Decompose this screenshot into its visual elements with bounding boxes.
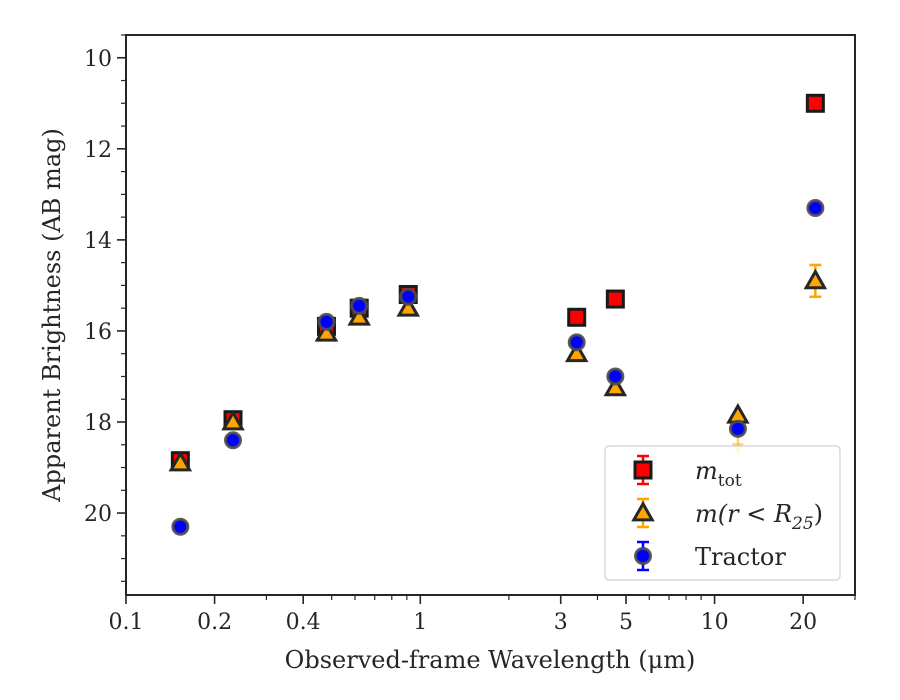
data-point-circle [350,296,369,315]
marker-circle [171,517,190,536]
legend-entry-circle: Tractor [634,540,786,572]
y-tick-label: 14 [84,229,112,254]
y-tick-label: 16 [84,320,112,345]
data-point-triangle [347,305,371,326]
data-point-triangle [314,320,339,342]
data-point-triangle [396,295,421,317]
y-axis: 10 12 14 16 18 20 [84,34,126,582]
legend-label-sub: tot [718,471,742,491]
marker-triangle [803,268,828,290]
marker-triangle [314,320,339,342]
marker-square [567,307,587,327]
marker-triangle [347,305,371,326]
marker-circle [567,333,586,352]
marker-circle [806,199,825,218]
y-tick-label: 12 [84,138,112,163]
legend-label: mtot [695,457,742,491]
data-point-circle [224,431,243,450]
data-point-circle [606,367,625,386]
series-circle [171,199,825,536]
x-axis: 0.1 0.2 0.4 1 3 5 10 20 [109,595,856,635]
marker-square [605,289,625,309]
marker-circle [350,296,369,315]
legend-label-main: Tractor [695,543,786,571]
data-point-circle [728,419,747,438]
legend-label-main: m(r < R [695,500,792,528]
marker-triangle [168,450,193,472]
y-tick-label: 10 [84,47,112,72]
marker-circle [728,419,747,438]
legend-label-main: m [695,457,718,485]
marker-circle [317,312,336,331]
data-point-circle [399,287,418,306]
data-point-triangle [564,341,589,363]
data-point-circle [806,199,825,218]
y-tick-label: 18 [84,411,112,436]
x-tick-label: 1 [413,610,427,635]
plot-frame [125,34,856,596]
marker-circle [224,431,243,450]
y-tick-label: 20 [84,502,112,527]
x-tick-label: 10 [701,610,729,635]
marker-circle [399,287,418,306]
x-axis-title: Observed-frame Wavelength (μm) [285,646,696,674]
marker-square [805,93,825,113]
legend-label: Tractor [695,543,786,571]
data-point-triangle [221,409,245,431]
legend-box [604,445,841,581]
data-point-triangle [803,263,828,299]
series-triangle [168,263,828,472]
legend-marker-triangle [631,500,655,522]
y-axis-title: Apparent Brightness (AB mag) [38,128,66,503]
data-point-square [805,93,825,113]
data-point-triangle [603,375,628,397]
x-tick-label: 5 [619,610,633,635]
data-point-circle [567,333,586,352]
legend-marker-square [633,460,653,480]
marker-triangle [221,409,245,431]
marker-triangle [564,341,589,363]
legend-entry-triangle: m(r < R25) [631,497,823,534]
marker-circle [606,367,625,386]
legend-marker-circle [634,547,652,565]
x-tick-label: 0.4 [286,610,321,635]
data-point-square [567,307,587,327]
marker-triangle [396,295,421,317]
legend-label-sub: 25 [791,514,814,534]
x-tick-label: 3 [554,610,568,635]
marker-triangle [726,402,750,424]
series-square [170,93,825,471]
legend-label-end: ) [814,500,823,528]
data-point-square [605,289,625,309]
data-point-triangle [168,450,193,472]
legend-entry-square: mtot [633,454,742,491]
legend: mtot m(r < R25) Tractor [604,445,841,581]
marker-triangle [603,375,628,397]
x-tick-label: 0.1 [109,610,144,635]
x-tick-label: 0.2 [197,610,232,635]
legend-label: m(r < R25) [695,500,823,534]
data-point-circle [317,312,336,331]
data-point-circle [171,517,190,536]
x-tick-label: 20 [789,610,817,635]
